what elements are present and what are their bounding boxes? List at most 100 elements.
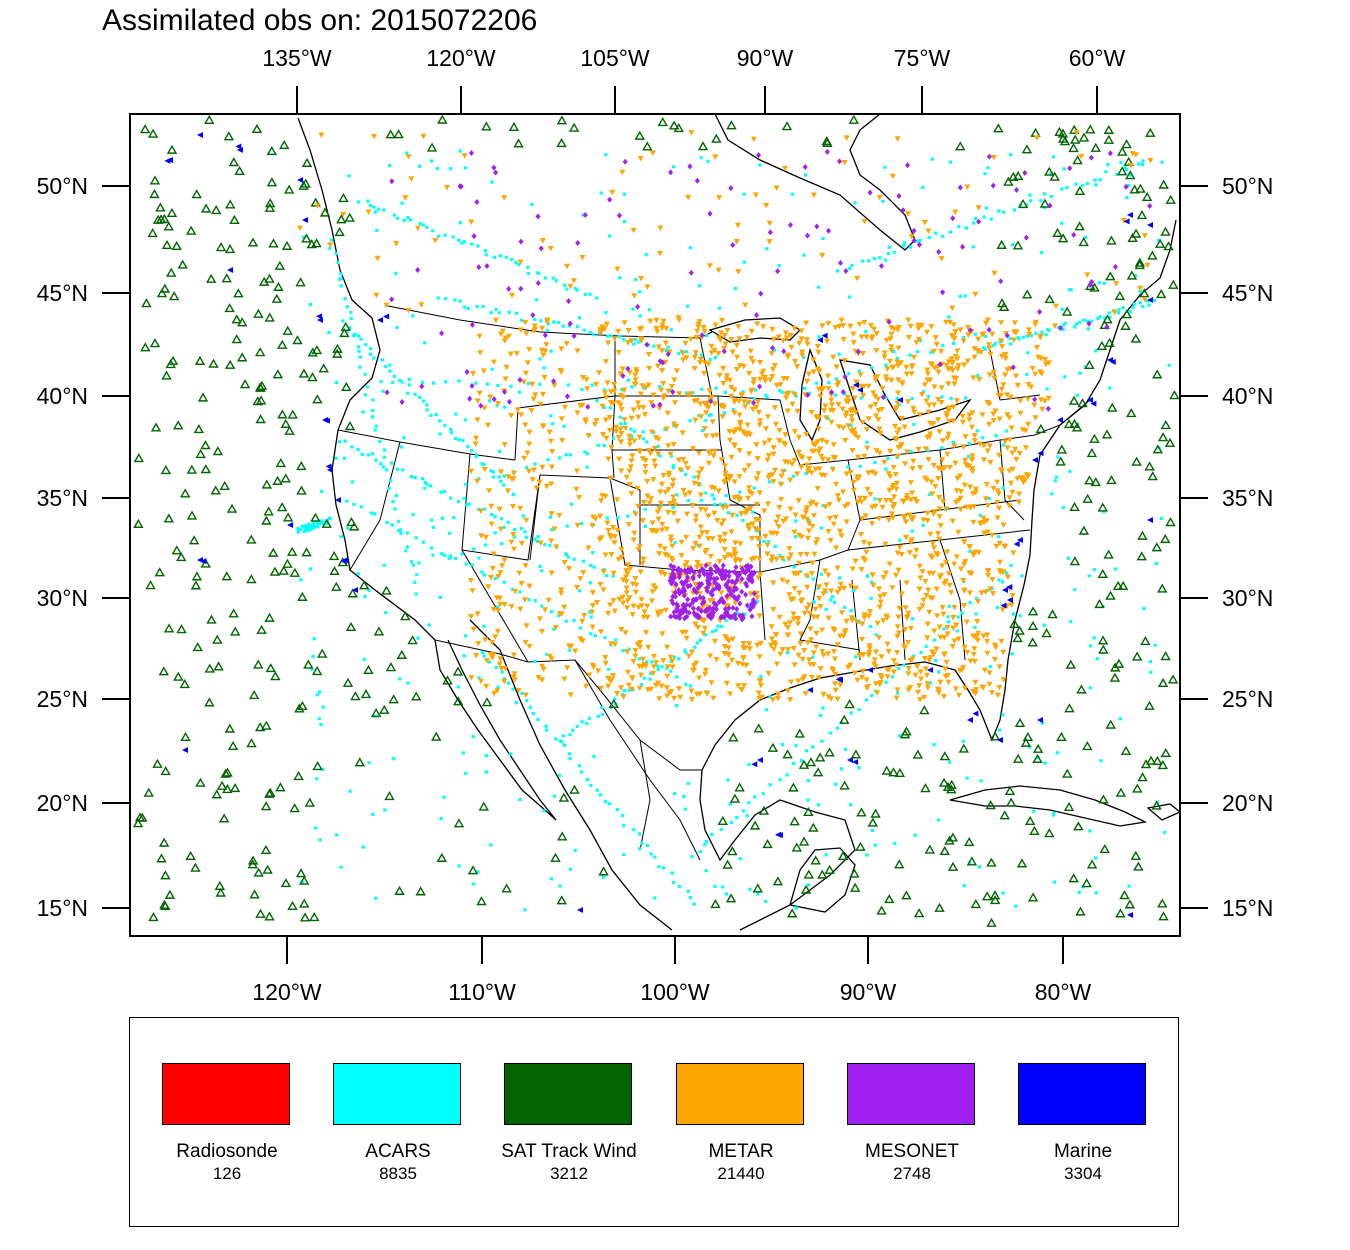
obs-marker xyxy=(773,382,780,389)
obs-marker xyxy=(287,900,298,911)
obs-marker xyxy=(458,221,462,225)
obs-marker xyxy=(381,389,385,393)
obs-marker xyxy=(296,485,307,495)
obs-marker xyxy=(804,749,808,753)
obs-marker xyxy=(540,604,544,608)
obs-marker xyxy=(490,180,494,184)
obs-marker xyxy=(726,429,733,435)
obs-marker xyxy=(158,666,169,676)
obs-marker xyxy=(832,325,839,331)
obs-marker xyxy=(159,283,171,293)
obs-marker xyxy=(499,328,506,335)
obs-marker xyxy=(1121,306,1125,310)
obs-marker xyxy=(478,801,489,811)
obs-marker xyxy=(301,524,305,528)
obs-marker xyxy=(350,445,354,449)
obs-marker xyxy=(765,247,769,251)
obs-marker xyxy=(1022,478,1029,484)
obs-marker xyxy=(618,276,622,280)
obs-marker xyxy=(535,280,541,287)
obs-marker xyxy=(971,346,978,352)
obs-marker xyxy=(705,334,709,338)
obs-marker xyxy=(273,281,284,291)
obs-marker xyxy=(618,626,625,633)
obs-marker xyxy=(810,192,817,198)
obs-marker xyxy=(728,802,732,806)
obs-marker xyxy=(304,529,308,533)
obs-marker xyxy=(1059,136,1071,146)
obs-marker xyxy=(605,610,612,617)
obs-marker xyxy=(1044,828,1055,838)
obs-marker xyxy=(795,560,802,567)
obs-marker xyxy=(815,349,822,356)
obs-marker xyxy=(766,239,773,245)
obs-marker xyxy=(1002,351,1009,358)
obs-marker xyxy=(371,398,375,402)
obs-marker xyxy=(843,392,847,396)
obs-marker xyxy=(530,396,537,402)
obs-marker xyxy=(659,481,666,488)
obs-marker xyxy=(1128,310,1132,314)
obs-marker xyxy=(542,607,549,613)
obs-marker xyxy=(805,371,812,378)
obs-marker xyxy=(737,600,743,607)
obs-marker xyxy=(971,503,978,510)
obs-marker xyxy=(695,482,702,488)
obs-marker xyxy=(591,551,595,555)
obs-marker xyxy=(690,854,694,859)
obs-marker xyxy=(891,423,898,430)
obs-marker xyxy=(567,752,571,756)
obs-marker xyxy=(654,328,661,335)
legend-label: Marine xyxy=(1053,1141,1113,1162)
obs-marker xyxy=(759,371,766,377)
obs-marker xyxy=(809,448,816,455)
obs-marker xyxy=(990,418,997,424)
obs-marker xyxy=(566,555,570,559)
obs-marker xyxy=(521,379,528,385)
obs-marker xyxy=(820,739,824,743)
obs-marker xyxy=(311,525,316,529)
obs-marker xyxy=(895,691,900,695)
obs-marker xyxy=(682,492,689,498)
obs-marker xyxy=(940,289,946,296)
obs-marker xyxy=(845,398,852,405)
obs-marker xyxy=(857,765,861,770)
obs-marker xyxy=(674,518,681,525)
obs-marker xyxy=(870,390,877,396)
obs-marker xyxy=(795,498,802,504)
obs-marker xyxy=(812,600,816,604)
obs-marker xyxy=(374,458,378,462)
obs-marker xyxy=(764,393,768,397)
obs-marker xyxy=(554,737,558,741)
obs-marker xyxy=(1154,238,1166,248)
obs-marker xyxy=(463,418,467,422)
obs-marker xyxy=(490,359,497,366)
obs-marker xyxy=(671,377,678,383)
obs-marker xyxy=(212,634,223,644)
obs-marker xyxy=(939,457,946,463)
obs-marker xyxy=(736,362,743,369)
obs-marker xyxy=(983,347,987,351)
obs-marker xyxy=(383,302,390,309)
obs-marker xyxy=(1024,815,1036,826)
obs-marker xyxy=(617,392,624,399)
obs-marker xyxy=(807,391,812,395)
obs-marker xyxy=(1078,153,1085,160)
obs-marker xyxy=(618,407,625,413)
obs-marker xyxy=(626,482,633,488)
obs-marker xyxy=(543,276,547,280)
obs-marker xyxy=(607,475,614,482)
obs-marker xyxy=(837,850,849,861)
obs-marker xyxy=(425,408,429,412)
obs-marker xyxy=(464,634,468,638)
obs-marker xyxy=(984,206,988,210)
obs-marker xyxy=(847,583,854,590)
obs-marker xyxy=(233,288,244,298)
obs-marker xyxy=(1007,597,1013,603)
obs-marker xyxy=(709,419,716,425)
obs-marker xyxy=(547,653,554,660)
obs-marker xyxy=(696,534,703,541)
obs-marker xyxy=(1012,208,1017,212)
obs-marker xyxy=(775,334,782,341)
obs-marker xyxy=(1042,361,1049,368)
